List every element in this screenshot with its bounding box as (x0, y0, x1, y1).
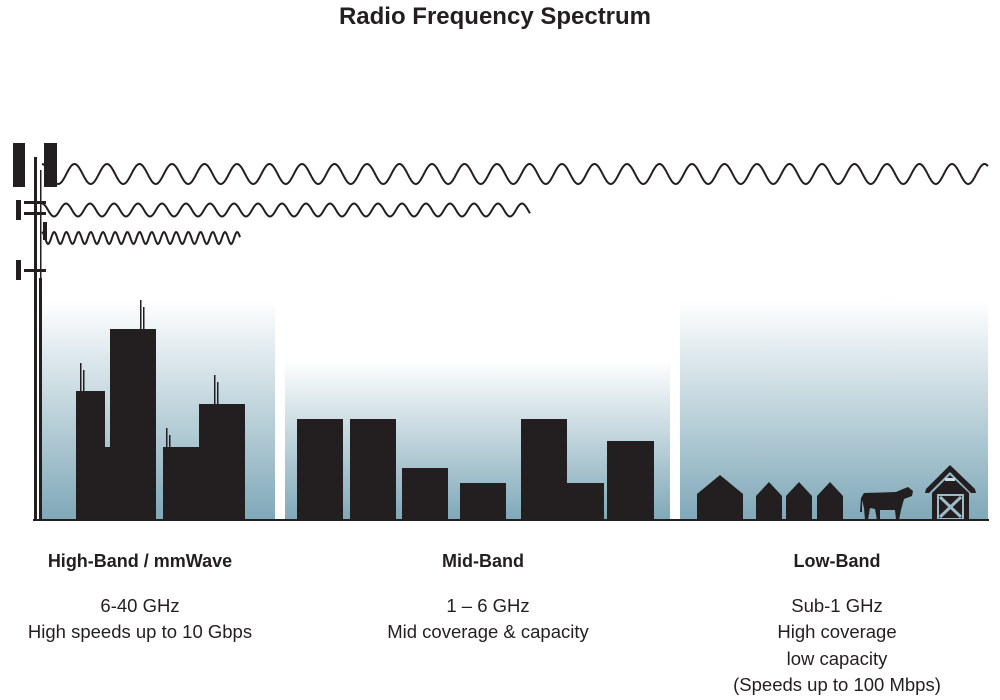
diagram-title: Radio Frequency Spectrum (339, 3, 651, 30)
band-description: low capacity (787, 648, 889, 669)
cow-icon (860, 487, 913, 520)
high-band-label: High-Band / mmWave 6-40 GHz High speeds … (28, 551, 252, 642)
band-name: Mid-Band (442, 551, 524, 571)
house-icon (786, 482, 812, 520)
city-skyline-icon (76, 300, 245, 520)
band-frequency: 6-40 GHz (100, 595, 179, 616)
house-icon (756, 482, 782, 520)
band-description: High speeds up to 10 Gbps (28, 621, 252, 642)
house-icon (817, 482, 843, 520)
suburb-buildings-icon (297, 419, 654, 520)
mid-band-wave-icon (41, 202, 531, 218)
house-icon (697, 475, 743, 520)
mid-band-label: Mid-Band 1 – 6 GHz Mid coverage & capaci… (387, 551, 589, 642)
cell-tower-icon (13, 143, 57, 520)
band-name: Low-Band (794, 551, 881, 571)
band-description: High coverage (777, 621, 896, 642)
band-frequency: 1 – 6 GHz (446, 595, 529, 616)
band-description: (Speeds up to 100 Mbps) (733, 674, 941, 695)
band-description: Mid coverage & capacity (387, 621, 589, 642)
band-name: High-Band / mmWave (48, 551, 232, 571)
low-band-wave-icon (41, 162, 989, 186)
ground-line (33, 519, 989, 521)
high-band-wave-icon (41, 230, 241, 246)
low-band-label: Low-Band Sub-1 GHz High coverage low cap… (733, 551, 941, 695)
band-frequency: Sub-1 GHz (791, 595, 883, 616)
barn-icon (925, 465, 976, 520)
